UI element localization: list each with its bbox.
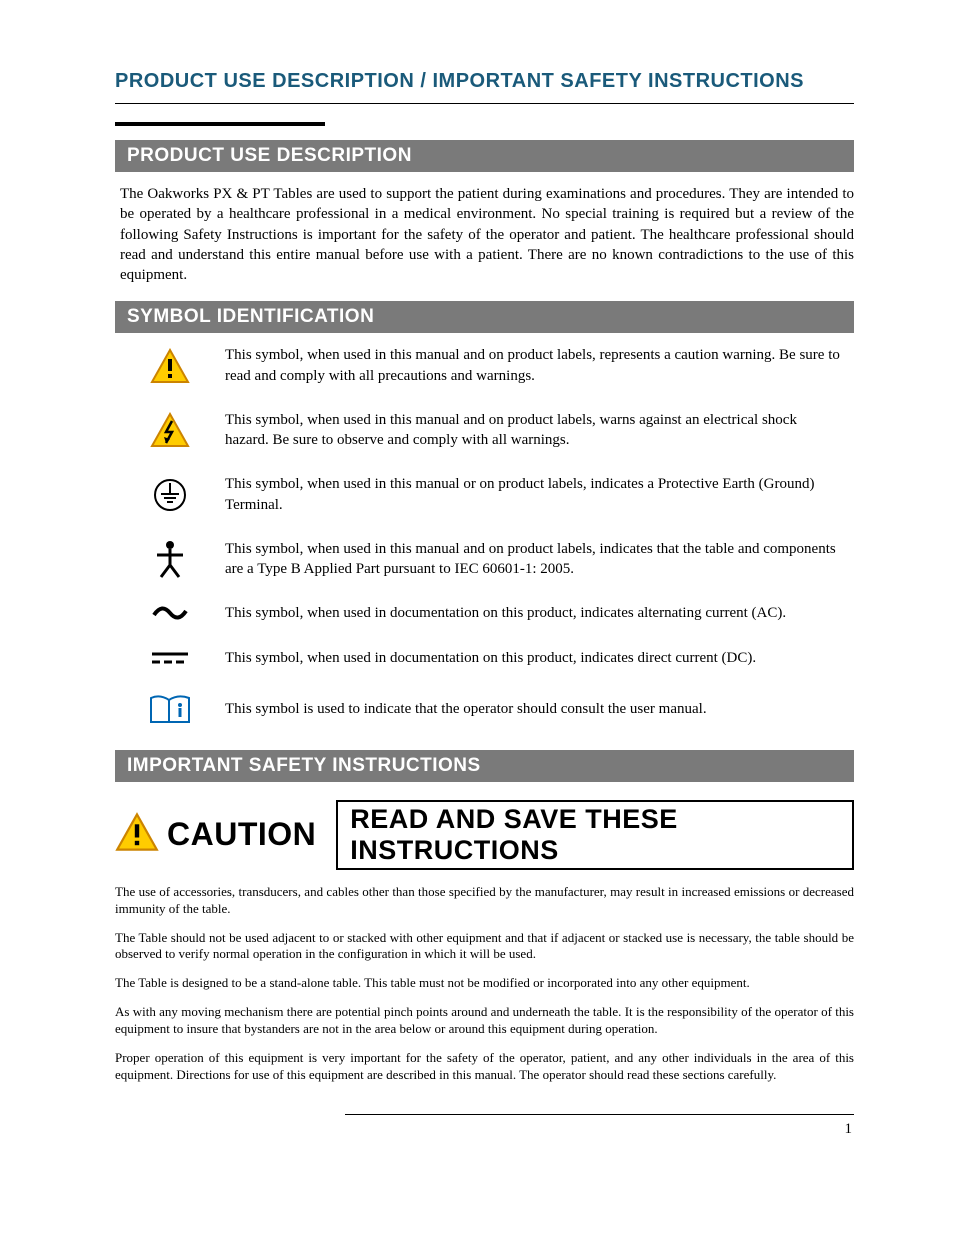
symbol-text: This symbol is used to indicate that the… <box>225 699 854 719</box>
manual-book-icon <box>115 692 225 726</box>
page-title: PRODUCT USE DESCRIPTION / IMPORTANT SAFE… <box>115 70 854 93</box>
symbol-text: This symbol, when used in documentation … <box>225 648 854 668</box>
caution-label: CAUTION <box>167 816 316 853</box>
type-b-person-icon <box>115 539 225 579</box>
read-save-box: READ AND SAVE THESE INSTRUCTIONS <box>336 800 854 870</box>
title-underline <box>115 103 854 104</box>
safety-paragraph: Proper operation of this equipment is ve… <box>115 1050 854 1084</box>
safety-paragraph: As with any moving mechanism there are p… <box>115 1004 854 1038</box>
section-header-symbol-id: SYMBOL IDENTIFICATION <box>115 301 854 333</box>
symbol-text: This symbol, when used in this manual an… <box>225 410 854 451</box>
symbol-text: This symbol, when used in documentation … <box>225 603 854 623</box>
product-use-body: The Oakworks PX & PT Tables are used to … <box>120 184 854 285</box>
caution-triangle-icon <box>115 812 159 857</box>
symbol-row: This symbol, when used in documentation … <box>115 603 854 623</box>
thick-accent-rule <box>115 122 325 126</box>
section-header-safety: IMPORTANT SAFETY INSTRUCTIONS <box>115 750 854 782</box>
ac-tilde-icon <box>115 603 225 623</box>
safety-paragraph: The Table should not be used adjacent to… <box>115 930 854 964</box>
footer-rule <box>345 1114 854 1115</box>
safety-paragraph: The Table is designed to be a stand-alon… <box>115 975 854 992</box>
symbol-row: This symbol, when used in documentation … <box>115 648 854 668</box>
symbol-row: This symbol, when used in this manual or… <box>115 474 854 515</box>
page-number: 1 <box>115 1121 854 1138</box>
symbol-row: This symbol is used to indicate that the… <box>115 692 854 726</box>
caution-triangle-icon <box>115 348 225 384</box>
caution-banner: CAUTION READ AND SAVE THESE INSTRUCTIONS <box>115 800 854 870</box>
symbol-text: This symbol, when used in this manual an… <box>225 539 854 580</box>
symbol-text: This symbol, when used in this manual or… <box>225 474 854 515</box>
dc-lines-icon <box>115 649 225 667</box>
section-header-product-use: PRODUCT USE DESCRIPTION <box>115 140 854 172</box>
symbol-row: This symbol, when used in this manual an… <box>115 539 854 580</box>
symbol-row: This symbol, when used in this manual an… <box>115 410 854 451</box>
symbol-text: This symbol, when used in this manual an… <box>225 345 854 386</box>
manual-page: PRODUCT USE DESCRIPTION / IMPORTANT SAFE… <box>0 0 954 1235</box>
shock-triangle-icon <box>115 412 225 448</box>
symbol-row: This symbol, when used in this manual an… <box>115 345 854 386</box>
ground-circle-icon <box>115 477 225 513</box>
safety-paragraph: The use of accessories, transducers, and… <box>115 884 854 918</box>
